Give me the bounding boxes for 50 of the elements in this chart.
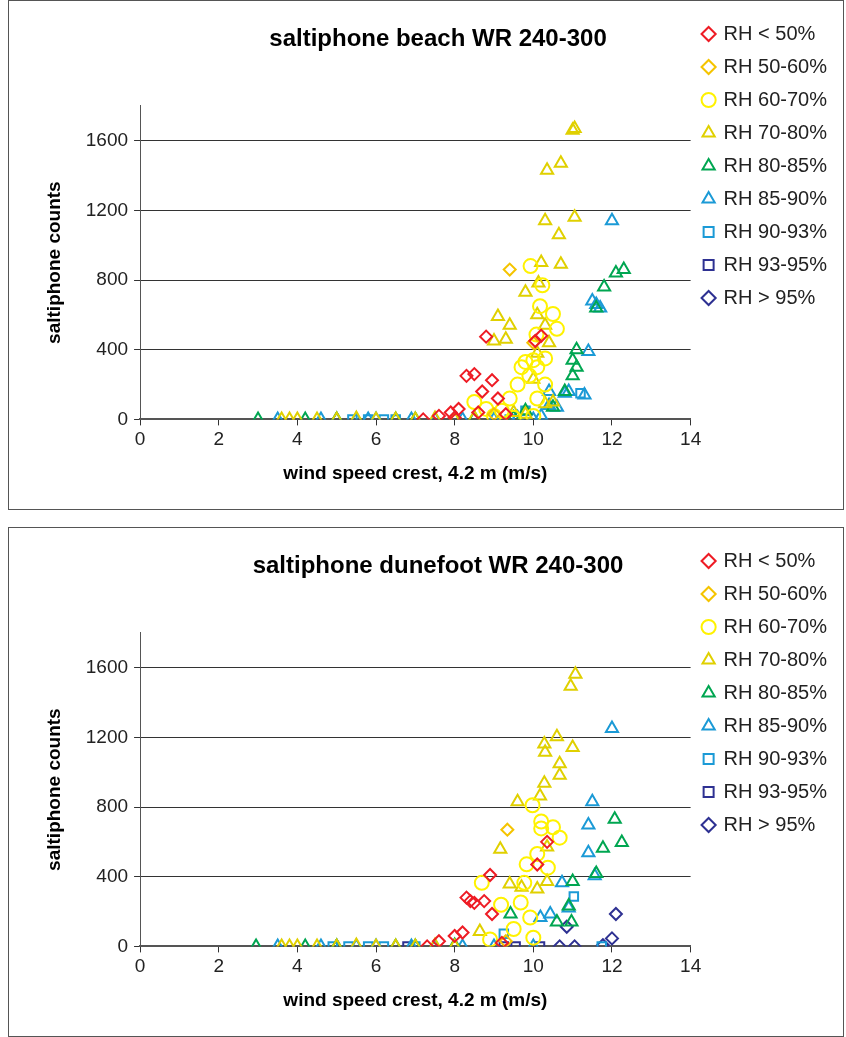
x-tick-label: 4 xyxy=(292,428,304,450)
x-tick-label: 2 xyxy=(213,428,225,450)
legend-label: RH > 95% xyxy=(723,285,816,308)
x-axis-title: wind speed crest, 4.2 m (m/s) xyxy=(282,988,548,1010)
y-tick-label: 1200 xyxy=(85,198,129,220)
legend-label: RH 85-90% xyxy=(723,186,828,209)
y-tick-label: 400 xyxy=(96,864,129,886)
chart-title: saltiphone dunefoot WR 240-300 xyxy=(252,551,624,579)
y-tick-label: 400 xyxy=(96,337,129,359)
x-axis-title: wind speed crest, 4.2 m (m/s) xyxy=(282,461,548,483)
legend-label: RH 80-85% xyxy=(723,680,828,703)
y-tick-label: 1600 xyxy=(85,655,129,677)
legend-label: RH 60-70% xyxy=(723,614,828,637)
x-tick-label: 0 xyxy=(134,428,146,450)
x-tick-label: 6 xyxy=(370,955,382,977)
x-tick-label: 8 xyxy=(449,428,460,450)
legend-label: RH 70-80% xyxy=(723,120,828,143)
y-tick-label: 0 xyxy=(117,934,129,956)
y-tick-label: 800 xyxy=(96,795,129,817)
legend-label: RH 50-60% xyxy=(723,581,828,604)
legend-label: RH 90-93% xyxy=(723,746,828,769)
legend-label: RH 60-70% xyxy=(723,87,828,110)
y-axis-title: saltiphone counts xyxy=(42,708,64,871)
x-tick-label: 8 xyxy=(449,955,460,977)
y-tick-label: 1600 xyxy=(85,128,129,150)
legend-label: RH 70-80% xyxy=(723,647,828,670)
x-tick-label: 6 xyxy=(370,428,382,450)
chart-title: saltiphone beach WR 240-300 xyxy=(269,24,607,52)
x-tick-label: 10 xyxy=(522,428,544,450)
y-axis-title: saltiphone counts xyxy=(42,181,64,344)
x-tick-label: 12 xyxy=(601,428,623,450)
x-tick-label: 14 xyxy=(680,428,702,450)
legend-label: RH > 95% xyxy=(723,812,816,835)
legend-label: RH 50-60% xyxy=(723,54,828,77)
legend-label: RH < 50% xyxy=(723,21,816,44)
legend-label: RH 85-90% xyxy=(723,713,828,736)
x-tick-label: 14 xyxy=(680,955,702,977)
x-tick-label: 2 xyxy=(213,955,225,977)
x-tick-label: 0 xyxy=(134,955,146,977)
x-tick-label: 10 xyxy=(522,955,544,977)
y-tick-label: 1200 xyxy=(85,725,129,747)
x-tick-label: 12 xyxy=(601,955,623,977)
y-tick-label: 800 xyxy=(96,268,129,290)
x-tick-label: 4 xyxy=(292,955,304,977)
legend-label: RH 93-95% xyxy=(723,779,828,802)
legend-label: RH 90-93% xyxy=(723,219,828,242)
legend-label: RH 80-85% xyxy=(723,153,828,176)
y-tick-label: 0 xyxy=(117,407,129,429)
legend-label: RH 93-95% xyxy=(723,252,828,275)
legend-label: RH < 50% xyxy=(723,548,816,571)
